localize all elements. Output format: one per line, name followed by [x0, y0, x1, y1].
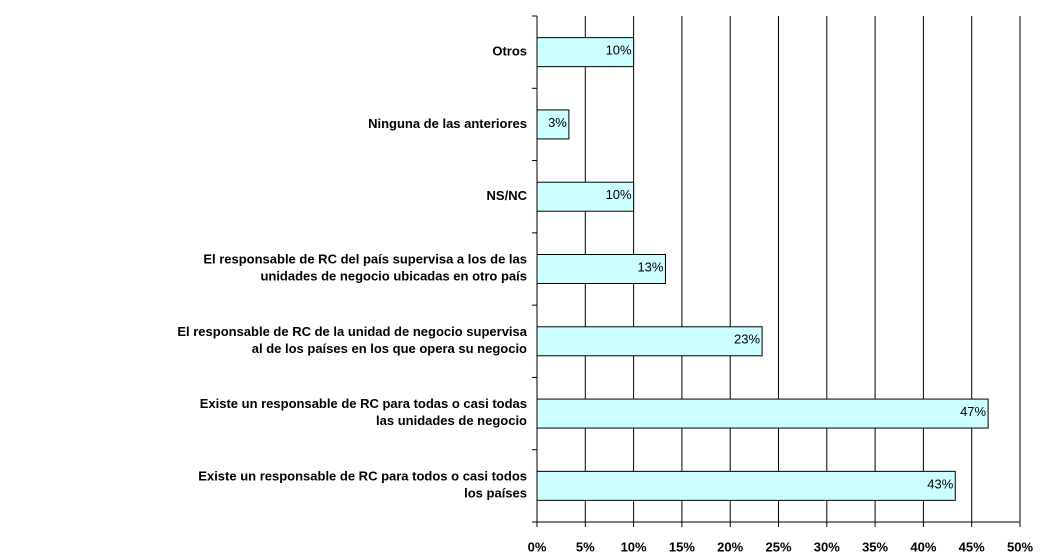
x-tick-label: 50% — [1007, 539, 1033, 554]
category-label: Existe un responsable de RC para todos o… — [198, 469, 527, 501]
data-label: 23% — [734, 332, 760, 347]
data-label: 10% — [606, 43, 632, 58]
x-tick-label: 20% — [717, 539, 743, 554]
data-label: 13% — [637, 259, 663, 274]
bar — [536, 326, 763, 357]
category-label: Ninguna de las anteriores — [368, 116, 527, 131]
bar — [536, 181, 635, 212]
category-label: El responsable de RC del país supervisa … — [203, 252, 527, 284]
data-label: 43% — [927, 476, 953, 491]
x-tick-label: 25% — [765, 539, 791, 554]
x-tick-label: 45% — [959, 539, 985, 554]
x-tick-label: 5% — [576, 539, 595, 554]
data-label: 10% — [606, 187, 632, 202]
bar — [536, 109, 570, 140]
bar — [536, 470, 956, 501]
data-label: 3% — [548, 115, 567, 130]
x-tick-label: 35% — [862, 539, 888, 554]
bar — [536, 37, 635, 68]
bar — [536, 254, 666, 284]
category-label: Otros — [492, 44, 527, 59]
x-tick-label: 30% — [814, 539, 840, 554]
x-tick-label: 15% — [669, 539, 695, 554]
bar — [536, 398, 989, 429]
data-label: 47% — [960, 404, 986, 419]
x-tick-label: 10% — [621, 539, 647, 554]
x-tick-label: 40% — [910, 539, 936, 554]
category-label: NS/NC — [487, 188, 528, 203]
category-label: El responsable de RC de la unidad de neg… — [177, 324, 527, 356]
category-label: Existe un responsable de RC para todas o… — [200, 397, 527, 429]
x-tick-label: 0% — [528, 539, 547, 554]
